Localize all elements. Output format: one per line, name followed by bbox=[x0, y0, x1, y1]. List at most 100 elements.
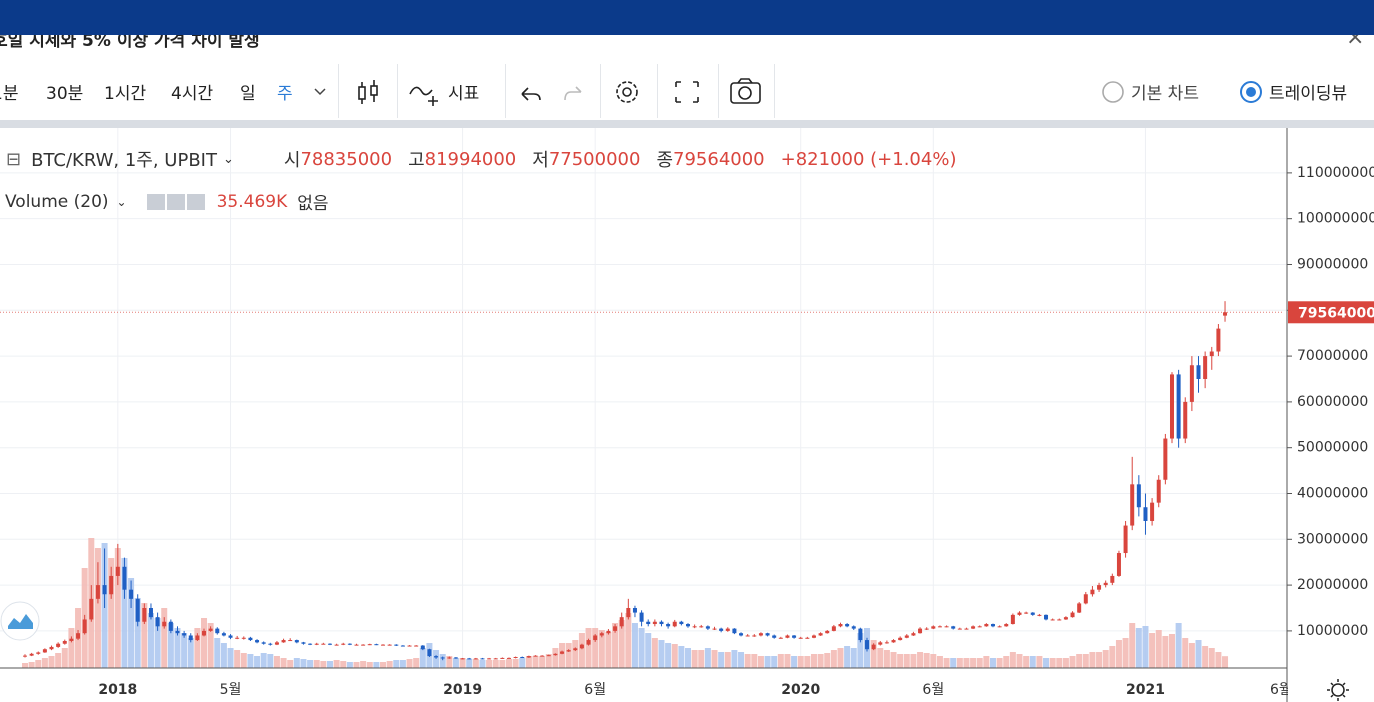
fullscreen-icon[interactable] bbox=[675, 81, 699, 103]
candle-body bbox=[235, 637, 240, 639]
volume-bar bbox=[167, 623, 174, 668]
volume-bar bbox=[406, 659, 413, 668]
volume-bar bbox=[572, 640, 579, 668]
candle-body bbox=[49, 646, 54, 650]
dropdown-icon[interactable] bbox=[314, 88, 326, 96]
volume-bar bbox=[903, 654, 910, 668]
candle-body bbox=[884, 642, 889, 644]
volume-bar bbox=[154, 618, 161, 668]
interval[interactable]: 1시간 bbox=[104, 84, 147, 104]
candle-body bbox=[182, 633, 187, 636]
remove-icon[interactable] bbox=[186, 193, 205, 210]
candle-body bbox=[553, 653, 558, 656]
camera-icon[interactable] bbox=[730, 78, 761, 104]
candle-body bbox=[241, 637, 246, 639]
candle-body bbox=[1203, 356, 1208, 379]
volume-bar bbox=[174, 628, 181, 668]
volume-bar bbox=[1182, 638, 1189, 668]
volume-bar bbox=[333, 660, 340, 668]
volume-bar bbox=[685, 648, 691, 668]
candle-body bbox=[374, 644, 379, 646]
y-tick-label: 110000000 bbox=[1297, 165, 1374, 181]
volume-bar bbox=[121, 558, 128, 668]
indicator-icon[interactable] bbox=[409, 86, 438, 106]
candle-body bbox=[805, 637, 810, 639]
volume-bar bbox=[147, 613, 154, 668]
candle-body bbox=[221, 633, 226, 636]
chart-mode[interactable]: 기본 차트 bbox=[1131, 84, 1199, 104]
volume-bar bbox=[665, 643, 672, 668]
volume-bar bbox=[658, 640, 665, 668]
volume-bar bbox=[917, 652, 924, 668]
interval[interactable]: 4시간 bbox=[171, 84, 214, 104]
candle-body bbox=[566, 650, 571, 652]
volume-bar bbox=[201, 618, 208, 668]
volume-bar bbox=[287, 660, 294, 668]
interval[interactable]: 30분 bbox=[46, 84, 84, 104]
candle-body bbox=[811, 635, 816, 638]
volume-bar bbox=[1135, 628, 1142, 668]
candle-body bbox=[281, 640, 286, 643]
candle-icon[interactable] bbox=[358, 80, 378, 104]
volume-bar bbox=[532, 656, 539, 668]
candle-body bbox=[1090, 589, 1095, 595]
volume-bar bbox=[797, 656, 804, 668]
settings-icon[interactable] bbox=[166, 193, 185, 210]
volume-bar bbox=[492, 660, 499, 668]
collapse-icon[interactable]: ⊟ bbox=[6, 148, 22, 170]
volume-bar bbox=[181, 633, 188, 668]
volume-bar bbox=[433, 650, 440, 668]
candle-body bbox=[851, 626, 856, 629]
volume-bar bbox=[108, 558, 115, 668]
settings-icon[interactable] bbox=[616, 81, 638, 103]
x-tick-label: 2020 bbox=[781, 682, 820, 698]
indicators-button[interactable]: 시표 bbox=[448, 84, 480, 104]
candle-body bbox=[606, 630, 611, 634]
separator bbox=[505, 64, 506, 118]
volume-bar bbox=[552, 648, 559, 668]
eye-icon[interactable] bbox=[146, 193, 165, 210]
volume-bar bbox=[41, 658, 48, 668]
volume-bar bbox=[479, 660, 486, 668]
chart-mode-selected[interactable]: 트레이딩뷰 bbox=[1269, 84, 1348, 104]
volume-bar bbox=[459, 658, 466, 668]
volume-bar bbox=[645, 633, 652, 668]
undo-icon[interactable] bbox=[521, 87, 541, 101]
volume-bar bbox=[631, 623, 638, 668]
interval[interactable]: 일 bbox=[240, 84, 256, 104]
volume-name[interactable]: Volume (20) bbox=[5, 191, 109, 212]
close-button[interactable]: × bbox=[1346, 35, 1365, 50]
y-tick-label: 60000000 bbox=[1297, 394, 1368, 410]
time-settings-icon[interactable] bbox=[1327, 679, 1349, 701]
volume-bar bbox=[373, 662, 380, 668]
y-tick-label: 90000000 bbox=[1297, 256, 1368, 272]
notice-bar: 호일 시세와 5% 이상 가격 차이 발생 × bbox=[0, 35, 1374, 62]
radio[interactable] bbox=[1102, 81, 1124, 103]
candle-body bbox=[1110, 575, 1115, 583]
volume-bar bbox=[883, 650, 890, 668]
interval-selected[interactable]: 주 bbox=[277, 84, 293, 104]
candle-body bbox=[692, 626, 697, 628]
symbol-menu[interactable]: ⌄ bbox=[222, 151, 234, 167]
candle-body bbox=[1017, 612, 1022, 615]
candle-body bbox=[712, 628, 717, 630]
candle-body bbox=[918, 628, 923, 634]
volume-bar bbox=[313, 660, 320, 668]
interval[interactable]: 1분 bbox=[0, 84, 19, 104]
volume-bar bbox=[598, 630, 605, 668]
separator bbox=[774, 64, 775, 118]
separator bbox=[397, 64, 398, 118]
candle-body bbox=[89, 598, 94, 620]
volume-bar bbox=[446, 656, 453, 668]
volume-bar bbox=[227, 648, 234, 668]
volume-bar bbox=[134, 598, 141, 668]
volume-menu[interactable]: ⌄ bbox=[116, 194, 127, 209]
volume-bar bbox=[592, 628, 599, 668]
x-tick-label: 6월 bbox=[922, 682, 944, 698]
symbol[interactable]: BTC/KRW, 1주, UPBIT bbox=[31, 150, 217, 171]
volume-bar bbox=[1162, 636, 1169, 668]
notice-text: 호일 시세와 5% 이상 가격 차이 발생 bbox=[0, 35, 260, 51]
volume-bar bbox=[340, 661, 347, 668]
redo-icon[interactable] bbox=[564, 86, 582, 101]
